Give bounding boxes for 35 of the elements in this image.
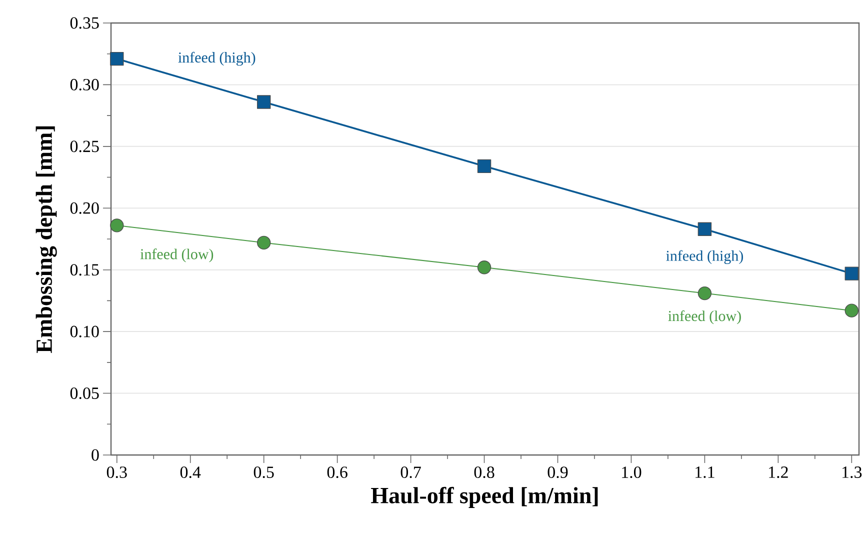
point (110, 218, 124, 232)
x-tick-label: 0.6 (327, 466, 348, 478)
x-axis-title: Haul-off speed [m/min] (371, 486, 598, 508)
x-tick-label: 0.8 (474, 466, 494, 478)
point (256, 236, 271, 250)
series-label: infeed (low) (140, 248, 214, 262)
annotation: infeed (high) (666, 250, 743, 264)
x-tick-label: 1.1 (696, 466, 714, 478)
y-tick-label: 0.05 (70, 388, 99, 400)
x-tick-label: 0.9 (548, 466, 568, 478)
y-tick-label: 0.25 (70, 140, 99, 152)
y-tick-label: 0.30 (70, 78, 99, 90)
point (698, 286, 712, 300)
y-tick-label: 0.10 (70, 326, 99, 338)
point (477, 260, 492, 274)
y-tick-label: 0 (92, 449, 99, 461)
point (110, 52, 124, 66)
x-tick-label: 1.2 (769, 466, 788, 478)
y-tick-label: 0.20 (70, 202, 99, 214)
annotation: infeed (low) (668, 310, 741, 324)
x-tick-label: 0.4 (180, 466, 201, 478)
y-tick-label: 0.15 (70, 264, 99, 276)
x-tick-label: 1.3 (842, 466, 862, 478)
y-tick-label: 0.35 (70, 17, 99, 29)
y-axis-title: Embossing depth [mm] (36, 126, 57, 353)
point (844, 266, 858, 280)
series-label: infeed (high) (178, 52, 256, 66)
point (256, 95, 271, 109)
point (844, 304, 858, 318)
x-tick-label: 0.3 (106, 466, 127, 478)
point (477, 159, 492, 174)
point (698, 222, 712, 236)
x-tick-label: 1.0 (622, 466, 642, 478)
x-tick-label: 0.5 (254, 466, 274, 478)
x-tick-label: 0.7 (400, 466, 421, 478)
